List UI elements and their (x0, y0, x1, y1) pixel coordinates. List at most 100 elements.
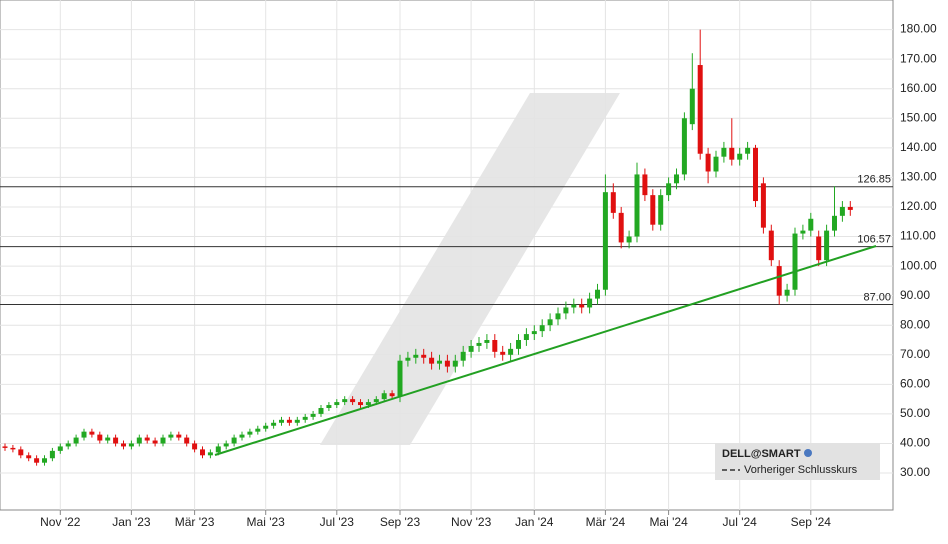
candle-body (168, 434, 174, 438)
candle-body (484, 340, 490, 343)
x-tick-label: Mär '24 (586, 515, 626, 529)
x-tick-label: Mai '24 (649, 515, 688, 529)
legend-icon (804, 449, 812, 457)
candle-body (286, 419, 292, 423)
candle-body (136, 437, 142, 444)
candle-body (768, 230, 774, 261)
y-tick-label: 140.00 (900, 140, 937, 154)
x-tick-label: Jan '24 (515, 515, 554, 529)
candle-body (492, 340, 498, 352)
candle-body (318, 408, 324, 414)
candle-body (721, 147, 727, 157)
candle-body (689, 88, 695, 125)
candle-body (595, 289, 600, 299)
candle-body (729, 147, 735, 160)
candle-body (302, 416, 308, 420)
candle-body (405, 357, 411, 361)
marks (2, 29, 853, 466)
level-label: 126.85 (857, 174, 891, 186)
x-tick-label: Jul '23 (320, 515, 355, 529)
candle-body (121, 443, 126, 447)
candle-body (697, 65, 703, 154)
candle-body (753, 147, 758, 202)
y-tick-label: 50.00 (900, 406, 930, 420)
candle-body (389, 393, 395, 397)
candle-body (666, 183, 672, 196)
candle-body (34, 458, 40, 463)
candle-body (263, 425, 269, 429)
x-tick-label: Jan '23 (112, 515, 151, 529)
candle-body (476, 342, 482, 346)
x-tick-label: Nov '22 (40, 515, 81, 529)
candle-body (516, 340, 521, 349)
candle-body (452, 360, 458, 367)
candle-body (65, 443, 71, 447)
candle-body (144, 437, 150, 441)
candle-body (97, 434, 103, 441)
candle-body (776, 266, 782, 296)
candle-body (334, 402, 340, 406)
candle-body (745, 147, 751, 154)
watermark (320, 93, 620, 445)
candle-body (705, 153, 711, 172)
y-tick-label: 160.00 (900, 81, 937, 95)
y-tick-label: 170.00 (900, 51, 937, 65)
y-tick-label: 60.00 (900, 377, 930, 391)
candle-body (105, 437, 111, 441)
candle-body (381, 393, 387, 400)
candle-body (310, 413, 316, 417)
y-tick-label: 120.00 (900, 199, 937, 213)
candle-body (555, 313, 561, 320)
candle-body (239, 434, 245, 438)
x-tick-label: Sep '23 (380, 515, 421, 529)
level-label: 87.00 (863, 291, 891, 303)
candle-body (10, 447, 16, 450)
candle-body (547, 319, 553, 326)
y-tick-label: 100.00 (900, 258, 937, 272)
candle-body (523, 334, 529, 340)
candle-body (832, 215, 837, 231)
candle-body (847, 206, 853, 210)
candle-body (192, 443, 198, 450)
candle-body (89, 431, 95, 435)
x-tick-label: Mär '23 (175, 515, 215, 529)
candle-body (531, 331, 537, 335)
candle-body (571, 304, 577, 308)
y-tick-label: 30.00 (900, 465, 930, 479)
candle-body (800, 230, 806, 234)
candle-body (2, 446, 8, 448)
candle-body (49, 450, 55, 459)
candle-body (113, 437, 119, 444)
candle-body (468, 345, 474, 352)
candle-body (658, 195, 664, 225)
candle-body (429, 357, 435, 364)
candle-body (618, 212, 624, 243)
candle-body (373, 399, 379, 403)
candle-body (634, 174, 640, 237)
candle-body (760, 183, 766, 228)
candle-body (642, 174, 648, 196)
y-tick-label: 40.00 (900, 436, 930, 450)
candle-body (223, 443, 229, 447)
candle-body (247, 431, 253, 435)
y-tick-label: 150.00 (900, 110, 937, 124)
candle-body (681, 118, 687, 175)
x-tick-label: Nov '23 (451, 515, 492, 529)
candle-body (713, 156, 719, 172)
candle-body (421, 354, 427, 358)
candle-body (413, 354, 419, 358)
candle-body (57, 446, 63, 451)
candle-body (279, 419, 284, 423)
candle-body (152, 440, 158, 444)
candle-body (539, 325, 545, 332)
candle-body (358, 402, 363, 406)
legend-entry: Vorheriger Schlusskurs (744, 464, 858, 476)
candle-body (444, 360, 450, 367)
candle-body (784, 289, 790, 296)
candle-body (500, 351, 506, 355)
candle-body (792, 233, 798, 290)
candle-body (610, 192, 616, 213)
x-tick-label: Mai '23 (247, 515, 286, 529)
candle-body (215, 446, 221, 453)
candle-body (81, 431, 87, 438)
